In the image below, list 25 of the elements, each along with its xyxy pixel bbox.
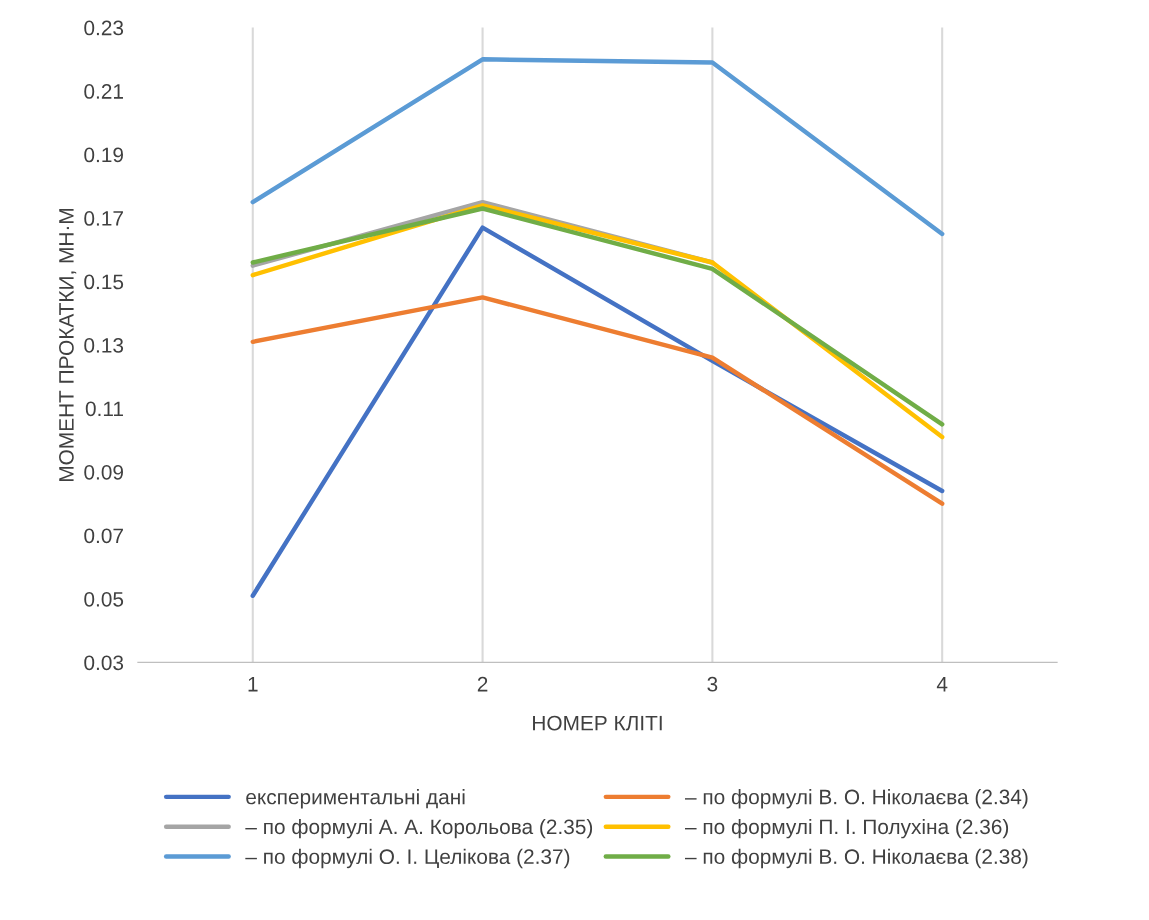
y-tick-label: 0.09 — [84, 464, 124, 480]
x-axis-title: НОМЕР КЛІТІ — [533, 715, 662, 731]
x-tick-label: 4 — [936, 677, 948, 692]
legend-label: – по формулі О. І. Целікова (2.37) — [245, 848, 570, 869]
legend-label: – по формулі В. О. Ніколаєва (2.38) — [684, 848, 1028, 869]
y-tick-label: 0.07 — [84, 528, 123, 544]
x-tick-label: 1 — [248, 677, 258, 692]
y-tick-label: 0.05 — [84, 591, 124, 607]
legend-label: експериментальні дані — [246, 789, 465, 809]
x-tick-label: 3 — [707, 676, 718, 692]
y-tick-label: 0.03 — [84, 655, 124, 671]
y-tick-label: 0.23 — [84, 20, 124, 36]
legend-label: – по формулі В. О. Ніколаєва (2.34) — [684, 789, 1028, 809]
legend-label: – по формулі А. А. Корольова (2.35) — [245, 818, 593, 839]
line-series — [250, 57, 945, 237]
y-tick-label: 0.19 — [84, 147, 124, 163]
x-tick-label: 2 — [477, 676, 488, 692]
line-series — [250, 295, 945, 506]
y-tick-label: 0.17 — [84, 211, 123, 226]
y-axis-title: МОМЕНТ ПРОКАТКИ, МН·М — [59, 208, 77, 482]
y-tick-label: 0.13 — [84, 338, 124, 353]
legend-label: – по формулі П. І. Полухіна (2.36) — [684, 818, 1009, 839]
y-tick-label: 0.15 — [84, 274, 124, 290]
y-tick-label: 0.11 — [85, 401, 123, 417]
y-tick-label: 0.21 — [84, 84, 123, 99]
